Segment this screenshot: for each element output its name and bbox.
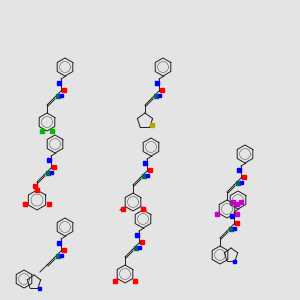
Bar bbox=[121, 207, 125, 211]
Bar bbox=[236, 181, 240, 185]
Bar bbox=[62, 88, 66, 92]
Bar bbox=[50, 170, 52, 173]
Bar bbox=[146, 173, 148, 176]
Bar bbox=[141, 207, 145, 211]
Bar bbox=[33, 184, 37, 188]
Bar bbox=[133, 279, 137, 283]
Bar bbox=[57, 241, 61, 245]
Bar bbox=[142, 174, 146, 178]
Bar bbox=[35, 188, 39, 192]
Bar bbox=[46, 171, 50, 175]
Bar bbox=[239, 181, 242, 184]
Bar bbox=[235, 221, 239, 225]
Bar bbox=[160, 88, 164, 92]
Bar bbox=[229, 227, 233, 231]
Bar bbox=[137, 245, 140, 248]
Bar bbox=[232, 260, 236, 262]
Bar bbox=[47, 158, 51, 162]
Bar bbox=[59, 94, 62, 97]
Bar bbox=[237, 168, 241, 172]
Bar bbox=[242, 175, 246, 179]
Bar bbox=[239, 200, 243, 204]
Bar bbox=[62, 248, 66, 252]
Bar bbox=[113, 279, 117, 283]
Bar bbox=[134, 246, 138, 250]
Bar bbox=[38, 286, 40, 290]
Bar bbox=[52, 165, 56, 169]
Bar bbox=[50, 129, 54, 133]
Bar bbox=[235, 202, 239, 206]
Bar bbox=[23, 202, 27, 206]
Bar bbox=[232, 226, 236, 230]
Bar bbox=[40, 129, 44, 133]
Bar bbox=[143, 161, 147, 165]
Bar bbox=[135, 233, 139, 237]
Bar bbox=[57, 81, 61, 85]
Bar bbox=[47, 202, 51, 206]
Bar bbox=[155, 81, 159, 85]
Bar bbox=[56, 254, 60, 258]
Bar bbox=[154, 94, 158, 98]
Bar bbox=[158, 94, 160, 97]
Bar bbox=[215, 212, 219, 216]
Bar bbox=[56, 94, 60, 98]
Bar bbox=[231, 200, 235, 204]
Bar bbox=[150, 123, 154, 127]
Bar bbox=[140, 240, 144, 244]
Bar bbox=[59, 254, 62, 256]
Bar bbox=[230, 214, 234, 218]
Bar bbox=[148, 168, 152, 172]
Bar bbox=[235, 212, 239, 216]
